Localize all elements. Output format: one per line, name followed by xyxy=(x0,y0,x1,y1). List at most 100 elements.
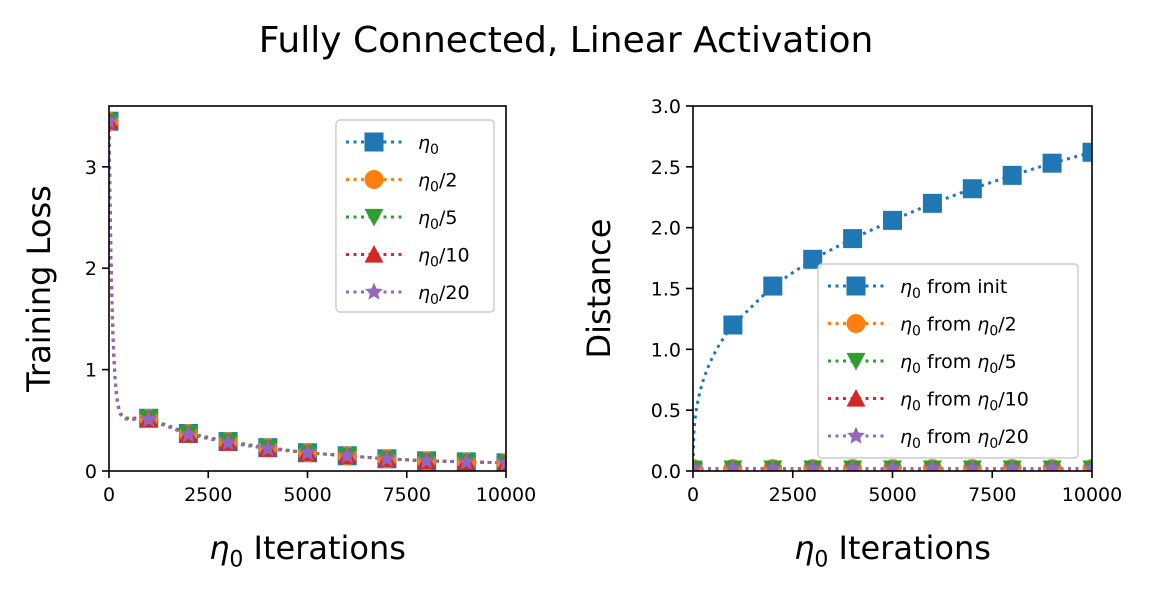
distance-legend-label-3: η0 from η0/10 xyxy=(900,389,1029,415)
loss-legend-label-0-subscript: 0 xyxy=(430,142,439,158)
distance-y-tick-label: 1.5 xyxy=(651,279,681,301)
loss-series-4-point xyxy=(219,433,238,451)
loss-plot-area xyxy=(109,111,506,471)
distance-y-tick-label: 3.0 xyxy=(651,96,681,118)
loss-legend-label-0: η0 xyxy=(418,132,439,158)
distance-legend-label-3-eta: η xyxy=(900,389,912,411)
loss-legend-label-4-eta: η xyxy=(418,282,430,304)
distance-legend-label-4-subscript: 0 xyxy=(912,436,921,452)
distance-series-4-point xyxy=(843,459,862,471)
loss-legend-label-4-subscript: 0 xyxy=(430,292,439,308)
loss-legend-marker-3 xyxy=(364,245,384,263)
distance-x-tick-label: 5000 xyxy=(868,484,916,506)
distance-series-4-point xyxy=(1043,459,1062,471)
distance-legend-label-2-text: /5 xyxy=(998,351,1017,373)
distance-legend-label-4-eta: η xyxy=(900,426,912,448)
distance-series-4-point xyxy=(1082,459,1092,471)
distance-x-tick-label: 10000 xyxy=(1062,484,1122,506)
loss-legend-box xyxy=(335,119,495,313)
distance-series-4-point xyxy=(1003,459,1022,471)
loss-legend-label-2: η0/5 xyxy=(418,207,457,233)
distance-series-0-point xyxy=(763,276,783,296)
distance-legend-label-1: η0 from η0/2 xyxy=(900,314,1017,340)
loss-series-4-point xyxy=(179,425,198,443)
loss-series-4-point xyxy=(139,409,158,427)
distance-legend-label-3-subscript: 0 xyxy=(912,398,921,414)
distance-y-axis-label: Distance xyxy=(580,219,618,359)
distance-legend-label-4-subscript: 0 xyxy=(989,436,998,452)
loss-legend-marker-4 xyxy=(364,282,384,300)
loss-x-tick-label: 10000 xyxy=(476,484,536,506)
loss-x-tick-label: 2500 xyxy=(184,484,232,506)
distance-legend-label-1-eta: η xyxy=(977,314,989,336)
loss-legend-label-0-eta: η xyxy=(418,132,430,154)
distance-series-4-point xyxy=(803,459,822,471)
loss-series-4-point xyxy=(109,111,119,129)
loss-legend-marker-0 xyxy=(364,132,384,152)
loss-legend-label-1-eta: η xyxy=(418,170,430,192)
distance-series-0-point xyxy=(803,249,823,269)
distance-series-4-point xyxy=(763,459,782,471)
distance-x-axis-label-eta: η xyxy=(794,529,814,567)
distance-legend-marker-2 xyxy=(846,352,866,371)
distance-y-tick-label: 1.0 xyxy=(651,339,681,361)
loss-y-axis-label: Training Loss xyxy=(20,185,58,393)
loss-legend-label-3-subscript: 0 xyxy=(430,254,439,270)
loss-x-axis-label: η0 Iterations xyxy=(209,529,406,573)
loss-y-tick-label: 3 xyxy=(85,157,97,179)
distance-y-tick-label: 2.0 xyxy=(651,218,681,240)
loss-x-axis-label-text: Iterations xyxy=(243,529,406,567)
distance-series-0-point xyxy=(1042,153,1062,173)
loss-legend-label-1-subscript: 0 xyxy=(430,179,439,195)
loss-x-axis-label-eta: η xyxy=(209,529,229,567)
loss-series-4-point xyxy=(338,446,357,464)
distance-legend-label-0-text: from init xyxy=(921,276,1007,298)
distance-legend-label-1-subscript: 0 xyxy=(989,323,998,339)
distance-legend-label-3-subscript: 0 xyxy=(989,398,998,414)
loss-legend-marker-2 xyxy=(364,208,384,227)
distance-legend-label-3-text: /10 xyxy=(998,389,1029,411)
distance-series-0-point xyxy=(1082,142,1092,162)
loss-y-tick-label: 2 xyxy=(85,258,97,280)
distance-legend-label-4-text: /20 xyxy=(998,426,1029,448)
distance-legend-marker-3 xyxy=(846,389,866,407)
loss-legend-label-2-subscript: 0 xyxy=(430,217,439,233)
loss-legend-label-4: η0/20 xyxy=(418,282,470,308)
distance-series-0-point xyxy=(962,179,982,199)
distance-x-axis-label-subscript: 0 xyxy=(814,548,828,573)
distance-legend-marker-0 xyxy=(846,276,866,296)
loss-y-tick-label: 1 xyxy=(85,360,97,382)
loss-legend-label-1: η0/2 xyxy=(418,170,457,196)
distance-series-0-point xyxy=(883,210,902,230)
distance-series-4-point xyxy=(883,459,902,471)
loss-y-tick-label: 0 xyxy=(85,461,97,483)
loss-series-4-point xyxy=(377,449,396,467)
distance-legend-label-2-subscript: 0 xyxy=(912,361,921,377)
loss-x-tick-label: 7500 xyxy=(383,484,431,506)
distance-series-0-point xyxy=(723,315,743,335)
distance-legend-label-0: η0 from init xyxy=(900,276,1007,302)
loss-series-4-point xyxy=(258,439,277,457)
distance-legend-label-4-eta: η xyxy=(977,426,989,448)
loss-legend-label-1-text: /2 xyxy=(439,170,458,192)
distance-legend-label-1-text: /2 xyxy=(998,314,1017,336)
loss-x-tick-label: 5000 xyxy=(283,484,331,506)
loss-series-4-point xyxy=(496,453,506,471)
distance-legend-label-2: η0 from η0/5 xyxy=(900,351,1017,377)
distance-x-axis-label-text: Iterations xyxy=(828,529,991,567)
loss-series-4-point xyxy=(457,452,476,470)
distance-series-line-0 xyxy=(693,150,1092,471)
loss-legend-label-3: η0/10 xyxy=(418,245,470,271)
distance-legend-label-2-eta: η xyxy=(977,351,989,373)
figure-title: Fully Connected, Linear Activation xyxy=(259,20,874,61)
loss-x-tick-label: 0 xyxy=(103,484,115,506)
distance-legend-label-2-text: from xyxy=(921,351,977,373)
distance-series-4-point xyxy=(923,459,942,471)
distance-y-tick-label: 0.0 xyxy=(651,461,681,483)
loss-legend-marker-1 xyxy=(364,170,384,189)
loss-series-4-point xyxy=(298,443,317,461)
distance-legend-marker-4 xyxy=(846,426,866,444)
distance-legend-label-3-text: from xyxy=(921,389,977,411)
distance-legend-label-4: η0 from η0/20 xyxy=(900,426,1029,452)
